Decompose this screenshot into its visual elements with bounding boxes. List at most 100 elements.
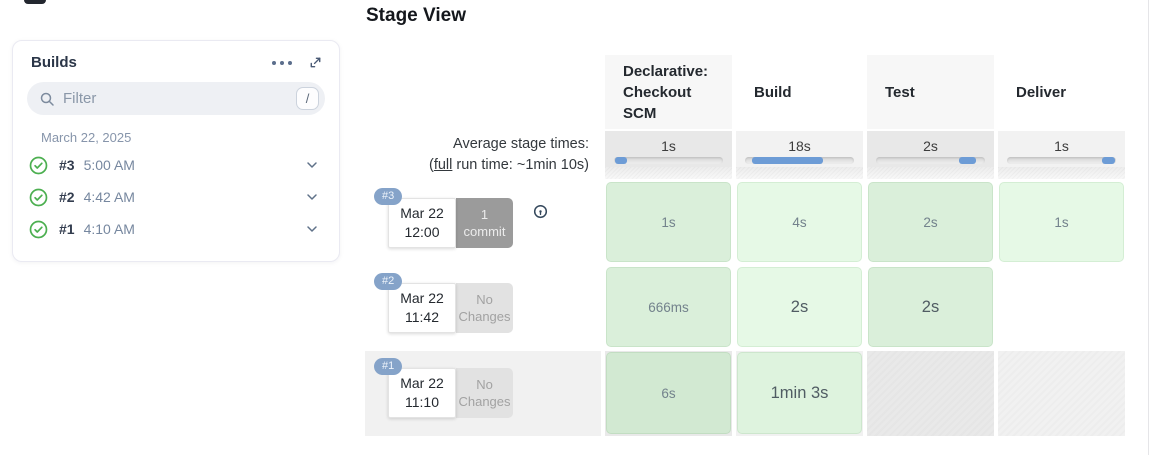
stage-empty-cell	[998, 351, 1125, 436]
run-changes-line1: No	[476, 292, 493, 307]
full-run-time-link[interactable]: full	[433, 157, 453, 173]
stage-column-header-label: Build	[754, 83, 792, 101]
average-times-label-line1: Average stage times:	[453, 136, 589, 152]
average-time-bar-track	[614, 157, 723, 164]
build-number: #3	[59, 157, 75, 173]
average-times-label-line2: (full run time: ~1min 10s)	[429, 157, 589, 173]
stage-column-header-label: Declarative: Checkout SCM	[623, 62, 709, 122]
average-row-hatch	[736, 167, 863, 179]
stage-cell	[867, 351, 994, 436]
stage-duration: 6s	[661, 385, 676, 401]
changes-clock-icon	[533, 204, 548, 224]
build-list-item[interactable]: #3 5:00 AM	[13, 149, 339, 181]
stage-result-success[interactable]: 1min 3s	[737, 352, 862, 434]
run-changes-line1: 1	[480, 207, 489, 222]
average-row-hatch	[867, 167, 994, 179]
ellipsis-menu-icon[interactable]	[270, 58, 294, 68]
stage-cell	[998, 351, 1125, 436]
stage-result-success[interactable]: 1s	[606, 182, 731, 262]
stage-cell: 2s	[736, 266, 863, 349]
build-date-header: March 22, 2025	[41, 130, 132, 145]
stage-cell: 666ms	[605, 266, 732, 349]
build-list-item[interactable]: #2 4:42 AM	[13, 181, 339, 213]
stage-cell: 1min 3s	[736, 351, 863, 436]
average-stage-time-cell: 18s	[736, 131, 863, 179]
chevron-down-icon[interactable]	[305, 222, 319, 236]
builds-panel-header: Builds	[13, 41, 339, 80]
stage-cell: 1s	[998, 181, 1125, 264]
build-time: 5:00 AM	[83, 157, 135, 173]
run-time: 12:00	[404, 224, 440, 240]
run-time: 11:10	[405, 394, 439, 410]
average-stage-time-cell: 2s	[867, 131, 994, 179]
build-time: 4:42 AM	[83, 189, 135, 205]
build-number: #1	[59, 221, 75, 237]
chevron-down-icon[interactable]	[305, 158, 319, 172]
filter-shortcut-badge: /	[296, 87, 319, 110]
stage-result-success[interactable]: 1s	[999, 182, 1124, 262]
stage-duration: 2s	[921, 297, 940, 316]
average-stage-time-value: 1s	[661, 138, 676, 154]
builds-panel-title: Builds	[31, 54, 77, 71]
stage-result-success[interactable]: 6s	[606, 352, 731, 434]
build-list: #3 5:00 AM #2 4:42 AM	[13, 149, 339, 245]
stage-result-success[interactable]: 2s	[868, 182, 993, 262]
run-date: Mar 22	[400, 375, 444, 391]
run-number-badge[interactable]: #1	[374, 358, 403, 375]
panel-edge-divider	[1148, 0, 1149, 455]
average-stage-time-value: 18s	[788, 138, 811, 154]
cropped-top-icon	[24, 0, 46, 4]
run-date-time-card[interactable]: Mar 22 12:00	[388, 198, 456, 248]
stage-result-success[interactable]: 2s	[737, 267, 862, 347]
run-changes-box[interactable]: 1 commit	[456, 198, 513, 248]
stage-column-header: Build	[736, 55, 863, 129]
run-changes-box: No Changes	[456, 368, 513, 418]
build-list-item[interactable]: #1 4:10 AM	[13, 213, 339, 245]
stage-column-header: Deliver	[998, 55, 1125, 129]
run-changes-box: No Changes	[456, 283, 513, 333]
build-time: 4:10 AM	[83, 221, 135, 237]
stage-duration: 4s	[792, 214, 807, 230]
run-date-time-card[interactable]: Mar 22 11:10	[388, 368, 456, 418]
build-success-icon	[29, 188, 48, 206]
average-row-hatch	[605, 167, 732, 179]
average-times-label: Average stage times: (full run time: ~1m…	[365, 131, 601, 179]
run-date-time-card[interactable]: Mar 22 11:42	[388, 283, 456, 333]
run-changes-line2: Changes	[458, 309, 511, 324]
stage-result-success[interactable]: 4s	[737, 182, 862, 262]
filter-input[interactable]: /	[27, 82, 325, 115]
average-stage-time-cell: 1s	[605, 131, 732, 179]
stage-duration: 2s	[790, 297, 809, 316]
stage-column-header: Declarative: Checkout SCM	[605, 55, 732, 129]
average-time-bar-track	[745, 157, 854, 164]
stage-result-success[interactable]: 666ms	[606, 267, 731, 347]
run-date: Mar 22	[400, 205, 444, 221]
stage-column-header-label: Deliver	[1016, 83, 1067, 101]
run-number-badge[interactable]: #3	[374, 188, 403, 205]
run-label-cell: #3 Mar 22 12:00 1 commit	[365, 181, 601, 264]
stage-duration: 1min 3s	[770, 383, 829, 402]
stage-result-success[interactable]: 2s	[868, 267, 993, 347]
build-success-icon	[29, 156, 48, 174]
stage-view-table: Average stage times: (full run time: ~1m…	[365, 55, 1125, 436]
stage-column-header: Test	[867, 55, 994, 129]
run-date: Mar 22	[400, 290, 444, 306]
stage-cell: 6s	[605, 351, 732, 436]
expand-icon[interactable]	[308, 55, 323, 70]
average-time-bar-fill	[958, 157, 977, 164]
stage-empty-cell	[867, 351, 994, 436]
stage-duration: 1s	[661, 214, 676, 230]
average-time-bar-fill	[751, 157, 824, 164]
table-corner-cell	[365, 55, 601, 129]
stage-duration: 1s	[1054, 214, 1069, 230]
average-time-bar-track	[876, 157, 985, 164]
stage-cell: 1s	[605, 181, 732, 264]
filter-text-field[interactable]	[63, 90, 296, 107]
stage-cell: 4s	[736, 181, 863, 264]
average-stage-time-value: 2s	[923, 138, 938, 154]
chevron-down-icon[interactable]	[305, 190, 319, 204]
stage-column-header-label: Test	[885, 83, 915, 101]
run-number-badge[interactable]: #2	[374, 273, 403, 290]
stage-duration: 666ms	[648, 299, 689, 315]
stage-cell: 2s	[867, 266, 994, 349]
